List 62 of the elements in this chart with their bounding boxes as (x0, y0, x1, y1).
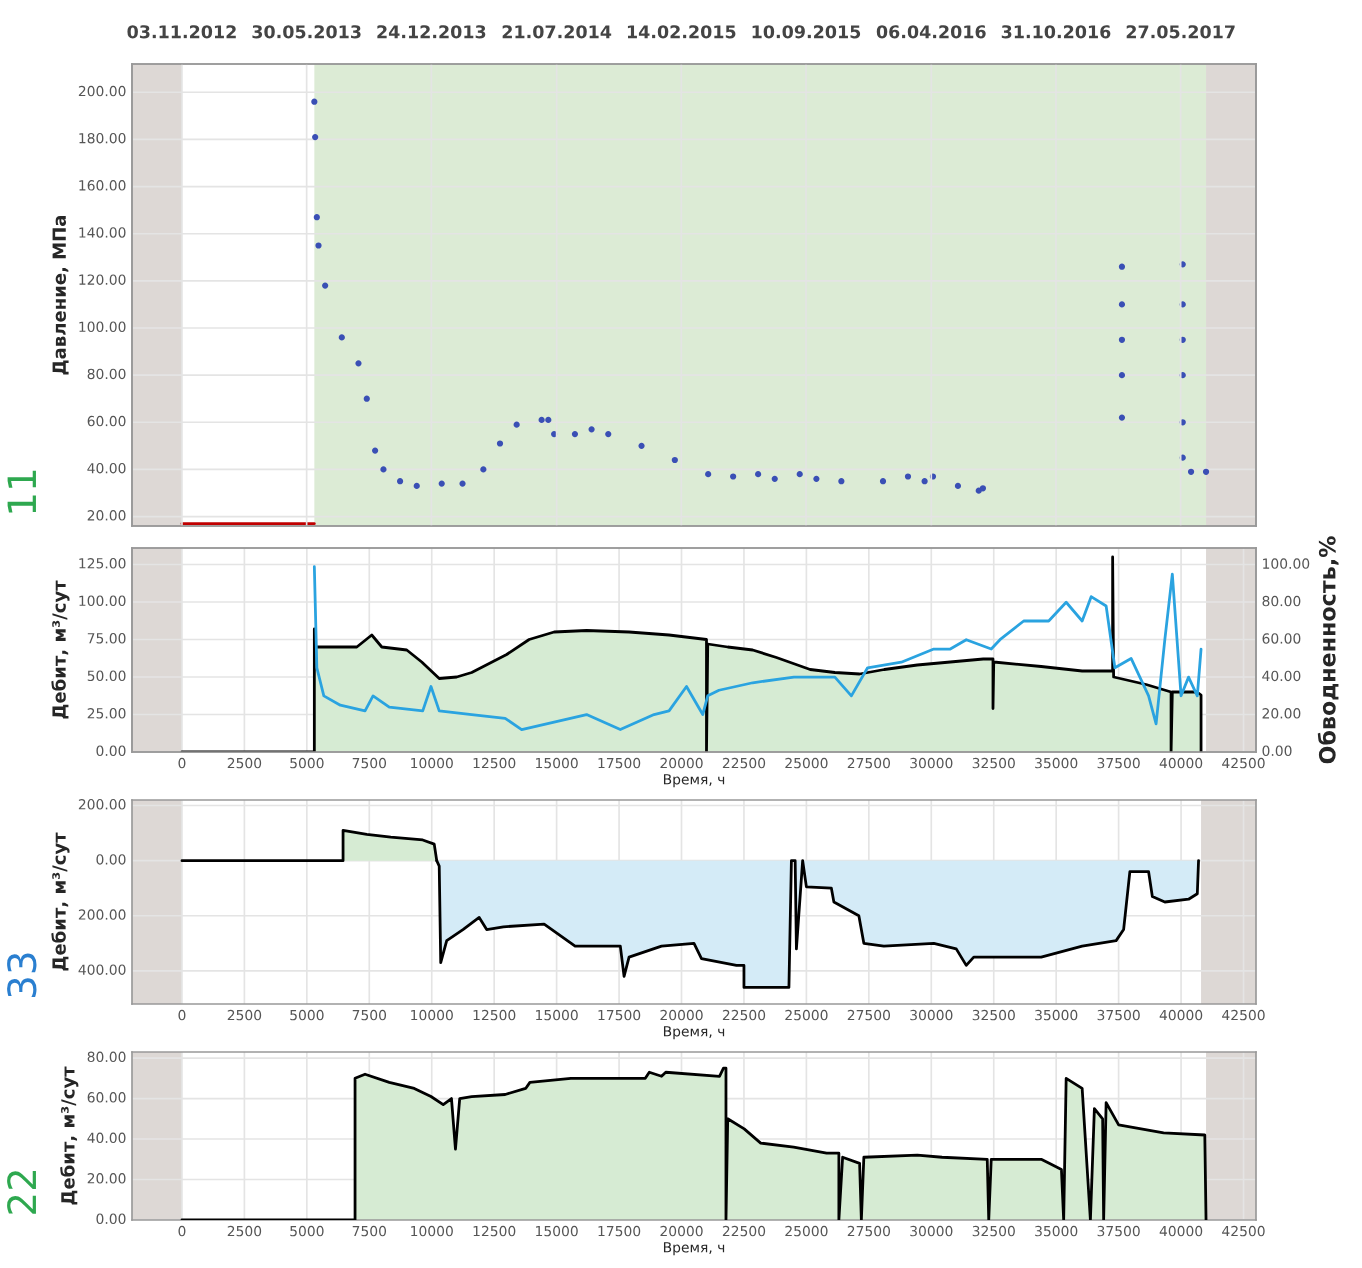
point (1118, 372, 1126, 379)
x2-tick-label: 31.10.2016 (1001, 25, 1111, 39)
x2-tick-label: 21.07.2014 (502, 25, 612, 39)
point (1202, 468, 1210, 475)
point (796, 471, 803, 478)
point (312, 133, 319, 141)
point (311, 98, 318, 105)
point (459, 480, 466, 487)
point (588, 426, 595, 433)
x2-tick-label: 24.12.2013 (377, 25, 486, 39)
point (705, 471, 712, 478)
point (480, 466, 487, 473)
point (1118, 414, 1126, 421)
point (372, 447, 379, 454)
point (438, 480, 445, 487)
point (338, 334, 345, 341)
point (1118, 263, 1126, 270)
point (1118, 336, 1126, 343)
y2-axis-title: Обводненность,% (1317, 536, 1339, 764)
point (322, 282, 329, 289)
point (605, 430, 612, 438)
point (1187, 468, 1195, 475)
x2-tick-label: 06.04.2016 (876, 25, 986, 39)
point (921, 478, 928, 485)
line-series (312, 565, 1203, 731)
point (380, 466, 387, 473)
point (771, 475, 778, 482)
x2-tick-label: 10.09.2015 (752, 25, 861, 39)
point (755, 471, 762, 478)
point (813, 475, 820, 482)
point (979, 485, 987, 492)
point (838, 478, 845, 485)
y-axis-title: Дебит, м³/сут (60, 1066, 79, 1205)
point (313, 214, 320, 221)
point (496, 440, 504, 447)
text: 33 (7, 953, 37, 997)
point (551, 430, 558, 438)
point (671, 456, 678, 464)
x2-tick-label: 03.11.2012 (127, 25, 236, 39)
x2-tick-label: 30.05.2013 (252, 25, 361, 39)
x2-tick-label: 27.05.2017 (1126, 25, 1235, 39)
point (513, 421, 520, 428)
point (730, 473, 737, 480)
point (1118, 301, 1126, 308)
x2-tick-label: 14.02.2015 (627, 25, 736, 39)
y-axis-title: Дебит, м³/сут (51, 832, 70, 971)
y-axis-title: Дебит, м³/сут (51, 580, 70, 719)
point (413, 482, 420, 490)
point (315, 242, 322, 249)
point (571, 430, 579, 438)
point (904, 473, 912, 480)
point (545, 416, 552, 424)
point (954, 482, 962, 490)
text: 22 (7, 1171, 36, 1214)
point (638, 442, 645, 449)
point (538, 416, 545, 424)
point (355, 360, 362, 367)
y-axis-title: Давление, МПа (52, 215, 69, 375)
point (363, 395, 370, 402)
text: 11 (7, 470, 36, 513)
point (396, 478, 404, 485)
point (879, 478, 887, 485)
